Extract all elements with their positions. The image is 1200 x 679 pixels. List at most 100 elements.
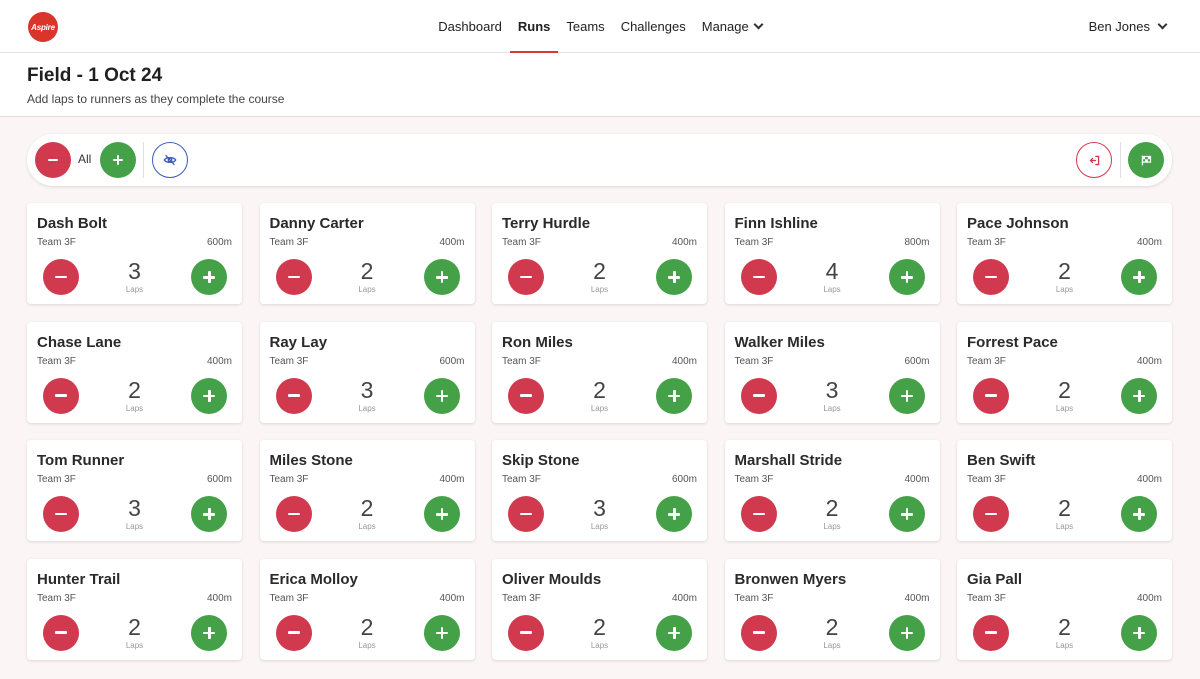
add-lap-button[interactable] — [423, 259, 460, 295]
exit-run-button[interactable] — [1076, 142, 1112, 178]
minus-icon — [752, 631, 765, 634]
runner-name: Terry Hurdle — [502, 215, 591, 232]
plus-icon — [435, 508, 448, 520]
plus-icon — [435, 271, 448, 283]
finish-run-button[interactable] — [1128, 142, 1164, 178]
plus-icon — [900, 271, 913, 283]
nav-links: Dashboard Runs Teams Challenges Manage — [0, 0, 1200, 53]
runner-distance: 600m — [439, 355, 465, 367]
plus-icon — [203, 626, 215, 639]
top-navbar: Aspire Dashboard Runs Teams Challenges M… — [0, 0, 1200, 53]
laps-label: Laps — [823, 403, 841, 413]
lap-count: 2 — [128, 613, 141, 640]
minus-icon — [48, 159, 58, 161]
add-lap-all-button[interactable] — [100, 142, 136, 178]
lap-count: 3 — [128, 495, 141, 521]
remove-lap-button[interactable] — [508, 377, 544, 414]
remove-lap-button[interactable] — [508, 259, 544, 295]
aspire-logo[interactable]: Aspire — [28, 12, 58, 42]
minus-icon — [287, 512, 300, 516]
add-lap-button[interactable] — [1121, 377, 1157, 414]
add-lap-button[interactable] — [656, 377, 692, 414]
add-lap-button[interactable] — [191, 259, 227, 295]
runner-distance: 400m — [1136, 355, 1162, 367]
remove-lap-button[interactable] — [973, 259, 1009, 295]
add-lap-button[interactable] — [888, 496, 925, 532]
nav-dashboard[interactable]: Dashboard — [430, 0, 510, 53]
chevron-down-icon — [1157, 19, 1168, 30]
toggle-visibility-button[interactable] — [152, 142, 188, 178]
minus-icon — [55, 394, 67, 397]
add-lap-button[interactable] — [423, 377, 460, 414]
add-lap-button[interactable] — [1121, 259, 1157, 295]
runner-team: Team 3F — [967, 355, 1006, 367]
remove-lap-button[interactable] — [740, 259, 777, 295]
add-lap-button[interactable] — [656, 614, 692, 651]
add-lap-button[interactable] — [888, 377, 925, 414]
lap-count: 2 — [1058, 258, 1071, 284]
remove-lap-button[interactable] — [43, 614, 79, 651]
runner-distance: 400m — [671, 237, 697, 248]
plus-icon — [1133, 508, 1145, 520]
sign-out-icon — [1089, 155, 1099, 165]
runner-team: Team 3F — [967, 237, 1006, 248]
nav-challenges[interactable]: Challenges — [613, 0, 694, 53]
runner-card: Terry Hurdle Team 3F 400m 2 Laps — [492, 203, 707, 304]
add-lap-button[interactable] — [656, 259, 692, 295]
lap-toolbar: All — [27, 134, 1172, 186]
minus-icon — [520, 512, 532, 516]
runner-team: Team 3F — [502, 355, 541, 367]
remove-lap-button[interactable] — [275, 496, 312, 532]
page-title: Field - 1 Oct 24 — [27, 65, 163, 86]
laps-label: Laps — [125, 640, 144, 650]
nav-teams[interactable]: Teams — [558, 0, 612, 53]
minus-icon — [985, 512, 997, 516]
remove-lap-button[interactable] — [275, 614, 312, 651]
nav-manage[interactable]: Manage — [694, 0, 770, 53]
remove-lap-button[interactable] — [740, 614, 777, 651]
runner-card: Tom Runner Team 3F 600m 3 Laps — [27, 440, 242, 541]
add-lap-button[interactable] — [423, 496, 460, 532]
remove-lap-button[interactable] — [973, 496, 1009, 532]
nav-runs[interactable]: Runs — [509, 0, 559, 53]
add-lap-button[interactable] — [1121, 496, 1157, 532]
plus-icon — [668, 508, 680, 520]
plus-icon — [203, 508, 215, 520]
remove-lap-button[interactable] — [43, 377, 79, 414]
remove-lap-button[interactable] — [740, 496, 777, 532]
runner-team: Team 3F — [502, 592, 541, 604]
runner-team: Team 3F — [967, 474, 1006, 485]
remove-lap-button[interactable] — [508, 496, 544, 532]
remove-lap-button[interactable] — [740, 377, 777, 414]
add-lap-button[interactable] — [888, 614, 925, 651]
all-label: All — [78, 152, 92, 166]
remove-lap-button[interactable] — [43, 259, 79, 295]
user-menu[interactable]: Ben Jones — [1089, 0, 1168, 53]
add-lap-button[interactable] — [656, 496, 692, 532]
add-lap-button[interactable] — [191, 377, 227, 414]
lap-count: 3 — [128, 258, 141, 284]
add-lap-button[interactable] — [423, 614, 460, 651]
remove-lap-button[interactable] — [43, 496, 79, 532]
remove-lap-button[interactable] — [508, 614, 544, 651]
runner-team: Team 3F — [734, 355, 774, 367]
runner-card: Miles Stone Team 3F 400m 2 Laps — [259, 440, 475, 541]
nav-challenges-label: Challenges — [620, 19, 686, 34]
remove-lap-button[interactable] — [275, 377, 312, 414]
add-lap-button[interactable] — [191, 614, 227, 651]
add-lap-button[interactable] — [888, 259, 925, 295]
remove-lap-button[interactable] — [275, 259, 312, 295]
minus-icon — [287, 631, 300, 634]
runner-card: Hunter Trail Team 3F 400m 2 Laps — [27, 558, 242, 660]
add-lap-button[interactable] — [191, 496, 227, 532]
laps-label: Laps — [590, 403, 609, 413]
laps-label: Laps — [823, 285, 841, 294]
minus-icon — [520, 394, 532, 397]
laps-label: Laps — [1055, 640, 1074, 650]
lap-count: 2 — [593, 376, 606, 403]
remove-lap-all-button[interactable] — [35, 142, 71, 178]
remove-lap-button[interactable] — [973, 614, 1009, 651]
remove-lap-button[interactable] — [973, 377, 1009, 414]
add-lap-button[interactable] — [1121, 614, 1157, 651]
laps-label: Laps — [1055, 285, 1074, 294]
